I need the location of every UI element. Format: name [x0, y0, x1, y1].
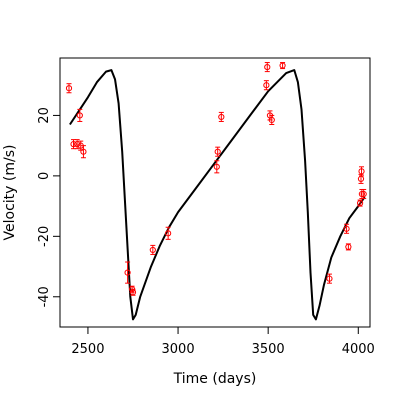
- data-point: [77, 140, 84, 151]
- y-tick-label: -20: [37, 226, 52, 247]
- model-curve-layer: [69, 69, 366, 321]
- point-marker: [279, 62, 286, 69]
- model-curve: [69, 69, 366, 321]
- point-marker: [129, 289, 137, 296]
- point-marker: [149, 246, 156, 254]
- x-tick-label: 3000: [162, 342, 195, 357]
- data-point: [360, 188, 367, 200]
- point-marker: [263, 82, 270, 89]
- data-point: [74, 139, 81, 150]
- data-point: [263, 80, 270, 91]
- data-point: [268, 114, 275, 125]
- data-point: [343, 223, 350, 234]
- plot-frame: [59, 57, 371, 328]
- data-point: [264, 62, 271, 73]
- data-point: [345, 243, 352, 251]
- data-point: [124, 261, 131, 284]
- point-marker: [360, 190, 367, 198]
- y-tick-label: -40: [37, 286, 52, 307]
- point-marker: [214, 148, 221, 155]
- point-marker: [356, 199, 364, 207]
- point-marker: [343, 225, 350, 232]
- data-point: [326, 273, 333, 284]
- point-marker: [218, 113, 225, 121]
- data-point: [165, 226, 172, 240]
- point-marker: [65, 85, 73, 92]
- x-tick-label: 4000: [342, 342, 375, 357]
- point-marker: [264, 63, 271, 71]
- data-point: [65, 83, 73, 94]
- data-point: [356, 199, 364, 207]
- x-axis: 2500 3000 3500 4000: [71, 327, 375, 357]
- point-marker: [70, 141, 77, 148]
- data-point: [279, 62, 286, 70]
- data-point: [149, 244, 156, 255]
- data-point: [70, 139, 77, 150]
- point-marker: [358, 190, 365, 198]
- point-marker: [80, 148, 87, 155]
- data-point: [218, 111, 225, 122]
- x-tick-label: 3500: [252, 342, 285, 357]
- point-marker: [213, 163, 220, 170]
- point-marker: [268, 116, 275, 124]
- data-point: [80, 145, 87, 159]
- x-axis-label: Time (days): [173, 371, 257, 387]
- point-marker: [74, 141, 81, 148]
- data-points-layer: [65, 62, 367, 296]
- x-tick-label: 2500: [71, 342, 104, 357]
- y-tick-label: 20: [37, 107, 52, 124]
- data-point: [129, 288, 137, 296]
- point-marker: [345, 243, 352, 251]
- point-marker: [165, 230, 172, 237]
- point-marker: [326, 275, 333, 282]
- y-axis-label: Velocity (m/s): [2, 145, 18, 241]
- y-axis: -40 -20 0 20: [37, 107, 60, 307]
- data-point: [76, 108, 83, 122]
- point-marker: [124, 269, 131, 276]
- point-marker: [358, 168, 365, 175]
- data-point: [214, 146, 221, 157]
- point-marker: [76, 112, 83, 119]
- y-tick-label: 0: [37, 172, 52, 180]
- data-point: [358, 166, 365, 177]
- data-point: [213, 160, 220, 174]
